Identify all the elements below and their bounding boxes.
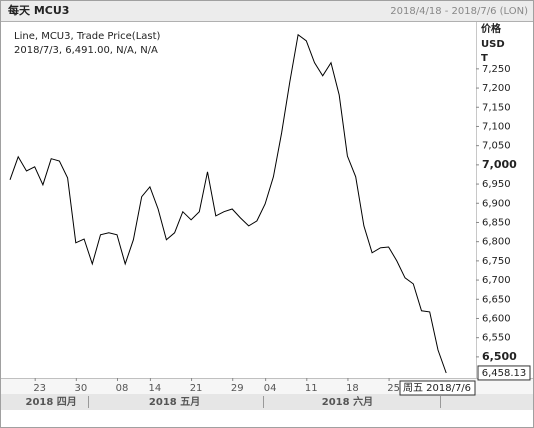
last-value-label: 6,458.13 — [482, 368, 527, 379]
x-tick-label: 04 — [264, 383, 277, 394]
x-tick-label: 30 — [74, 383, 87, 394]
y-axis-title: T — [481, 53, 488, 64]
y-tick-label: 6,700 — [482, 275, 511, 286]
month-label: 2018 四月 — [25, 396, 76, 408]
x-tick-label: 18 — [346, 383, 359, 394]
y-tick-label: 6,600 — [482, 313, 511, 324]
month-band — [1, 394, 533, 410]
header-range: 2018/4/18 - 2018/7/6 (LON) — [390, 6, 528, 17]
y-tick-label: 7,000 — [482, 158, 517, 171]
y-tick-label: 6,900 — [482, 198, 511, 209]
cursor-box — [399, 380, 476, 396]
x-tick-label: 08 — [116, 383, 129, 394]
y-tick-label: 6,950 — [482, 179, 511, 190]
legend-detail: 2018/7/3, 6,491.00, N/A, N/A — [14, 45, 158, 56]
cursor-label: 周五 2018/7/6 — [403, 382, 471, 394]
y-tick-label: 6,850 — [482, 217, 511, 228]
y-axis-title: USD — [481, 39, 505, 50]
x-tick-label: 21 — [190, 383, 203, 394]
last-value-box — [477, 365, 531, 381]
y-tick-label: 7,150 — [482, 102, 511, 113]
price-line — [9, 33, 447, 374]
y-tick-label: 6,650 — [482, 294, 511, 305]
y-tick-label: 6,750 — [482, 256, 511, 267]
y-tick-label: 6,800 — [482, 237, 511, 248]
y-axis-title: 价格 — [481, 22, 502, 35]
x-tick-label: 14 — [149, 383, 162, 394]
header-title: 每天 MCU3 — [8, 3, 69, 17]
header-bar — [1, 1, 533, 21]
y-tick-label: 7,200 — [482, 83, 511, 94]
x-tick-label: 29 — [231, 383, 244, 394]
x-tick-label: 25 — [387, 383, 400, 394]
y-tick-label: 6,500 — [482, 350, 517, 363]
x-tick-label: 11 — [305, 383, 318, 394]
y-tick-label: 7,100 — [482, 121, 511, 132]
y-tick-label: 6,550 — [482, 333, 511, 344]
month-label: 2018 六月 — [322, 395, 373, 408]
x-tick-label: 23 — [33, 383, 46, 394]
legend-entry: Line, MCU3, Trade Price(Last) — [14, 31, 161, 42]
y-tick-label: 7,050 — [482, 141, 511, 152]
y-tick-label: 7,250 — [482, 64, 511, 75]
month-label: 2018 五月 — [149, 396, 200, 408]
